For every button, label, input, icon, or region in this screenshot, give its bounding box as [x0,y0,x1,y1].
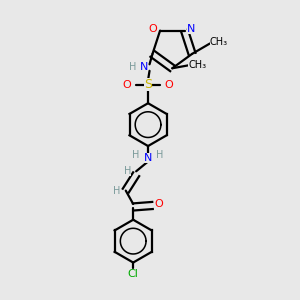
Text: O: O [148,24,157,34]
Text: CH₃: CH₃ [210,37,228,47]
Text: N: N [144,153,152,163]
Text: S: S [144,78,152,91]
Text: Cl: Cl [128,269,139,279]
Text: O: O [123,80,132,89]
Text: H: H [113,186,121,196]
Text: O: O [164,80,173,89]
Text: H: H [156,150,164,160]
Text: H: H [133,150,140,160]
Text: O: O [155,199,164,209]
Text: N: N [140,62,148,72]
Text: H: H [124,166,131,176]
Text: CH₃: CH₃ [188,60,207,70]
Text: N: N [187,24,195,34]
Text: H: H [130,62,137,72]
